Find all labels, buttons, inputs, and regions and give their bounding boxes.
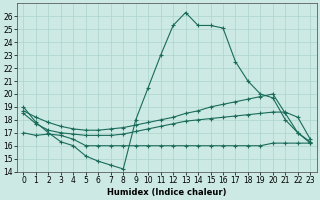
- X-axis label: Humidex (Indice chaleur): Humidex (Indice chaleur): [107, 188, 227, 197]
